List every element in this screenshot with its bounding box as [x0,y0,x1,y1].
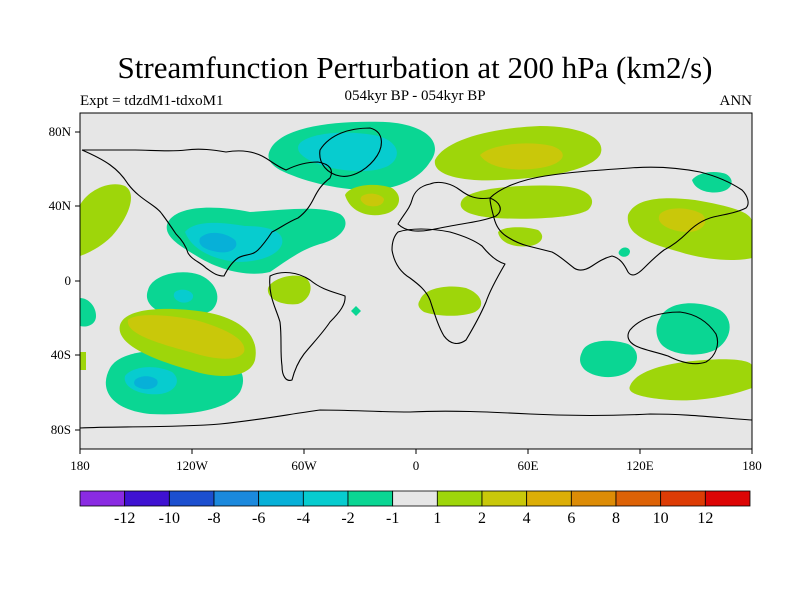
west-pacific-low [692,172,732,193]
east-pacific-low-core [173,289,194,303]
colorbar-swatch [79,490,126,507]
latitude-labels: 80N 40N 0 40S 80S [49,124,72,437]
east-asia-spot [618,247,630,257]
north-pacific-high [80,184,131,256]
lat-label-40n: 40N [49,198,72,213]
colorbar-label: -12 [114,510,135,527]
lon-label-60w: 60W [291,458,317,473]
south-america-high [267,275,311,305]
colorbar-label: 6 [567,510,575,527]
colorbar-label: -2 [341,510,354,527]
colorbar-label: 1 [433,510,441,527]
lon-label-120e: 120E [626,458,654,473]
coastline-north-america [81,148,333,277]
colorbar-swatch [436,490,483,507]
colorbar-swatch [660,490,706,507]
tick-marks [75,131,753,454]
colorbar-swatch [570,490,617,507]
coastline-greenland [319,127,382,177]
western-edge-low [80,298,96,327]
colorbar-label: -10 [159,510,180,527]
arctic-eurasia-high-core [480,143,563,170]
coastline-antarctica [80,409,752,429]
colorbar: -12 -10 -8 -6 -4 -2 -1 1 2 4 6 8 10 12 [79,490,751,527]
coastlines [80,127,752,429]
colorbar-swatch [258,490,304,507]
southern-pacific-low-inner [134,376,158,390]
colorbar-swatch [615,490,662,507]
colorbar-swatch [481,490,528,507]
colorbar-swatch [168,490,215,507]
south-atlantic-spot [351,306,361,316]
colorbar-label: 4 [523,510,531,527]
positive-anomaly-regions [80,126,752,401]
season-label: ANN [719,93,753,109]
longitude-labels: 180 120W 60W 0 60E 120E 180 [70,458,762,473]
colorbar-label: -4 [297,510,310,527]
lat-label-80n: 80N [49,124,72,139]
colorbar-label: 8 [612,510,620,527]
coastline-asia [489,166,749,276]
lon-label-60e: 60E [518,458,539,473]
southern-indian-pacific-high [629,359,752,401]
chart-title: Streamfunction Perturbation at 200 hPa (… [117,50,713,85]
australia-low [656,303,730,355]
western-south-edge-high [80,352,86,370]
southern-africa-high [418,286,482,316]
colorbar-swatch [392,490,438,507]
colorbar-label: 2 [478,510,486,527]
colorbar-swatch [124,490,170,507]
colorbar-swatch [704,490,751,507]
lon-label-180e: 180 [742,458,762,473]
lat-label-40s: 40S [51,347,71,362]
lat-label-0: 0 [65,273,72,288]
lon-label-180w: 180 [70,458,90,473]
central-asia-high [460,185,593,219]
arabia-high [498,227,543,247]
south-indian-low [580,340,637,378]
colorbar-label: 12 [697,510,713,527]
north-pacific-west-high-core [658,208,706,232]
south-pacific-east-high-core [127,315,245,359]
colorbar-label: -1 [386,510,399,527]
colorbar-label: -8 [207,510,220,527]
lat-label-80s: 80S [51,422,71,437]
period-label: 054kyr BP - 054kyr BP [344,88,486,104]
colorbar-swatch [213,490,260,507]
lon-label-0: 0 [413,458,420,473]
colorbar-label: 10 [653,510,669,527]
experiment-label: Expt = tdzdM1-tdxoM1 [80,93,224,109]
colorbar-label: -6 [252,510,265,527]
northeast-atlantic-high-core [360,193,384,207]
gulf-low-inner [199,232,237,253]
coastline-africa [391,228,506,345]
colorbar-swatch [347,490,394,507]
coastline-south-america [269,271,346,381]
coastline-australia [627,311,719,365]
colorbar-swatch [302,490,349,507]
colorbar-swatch [526,490,572,507]
lon-label-120w: 120W [176,458,209,473]
